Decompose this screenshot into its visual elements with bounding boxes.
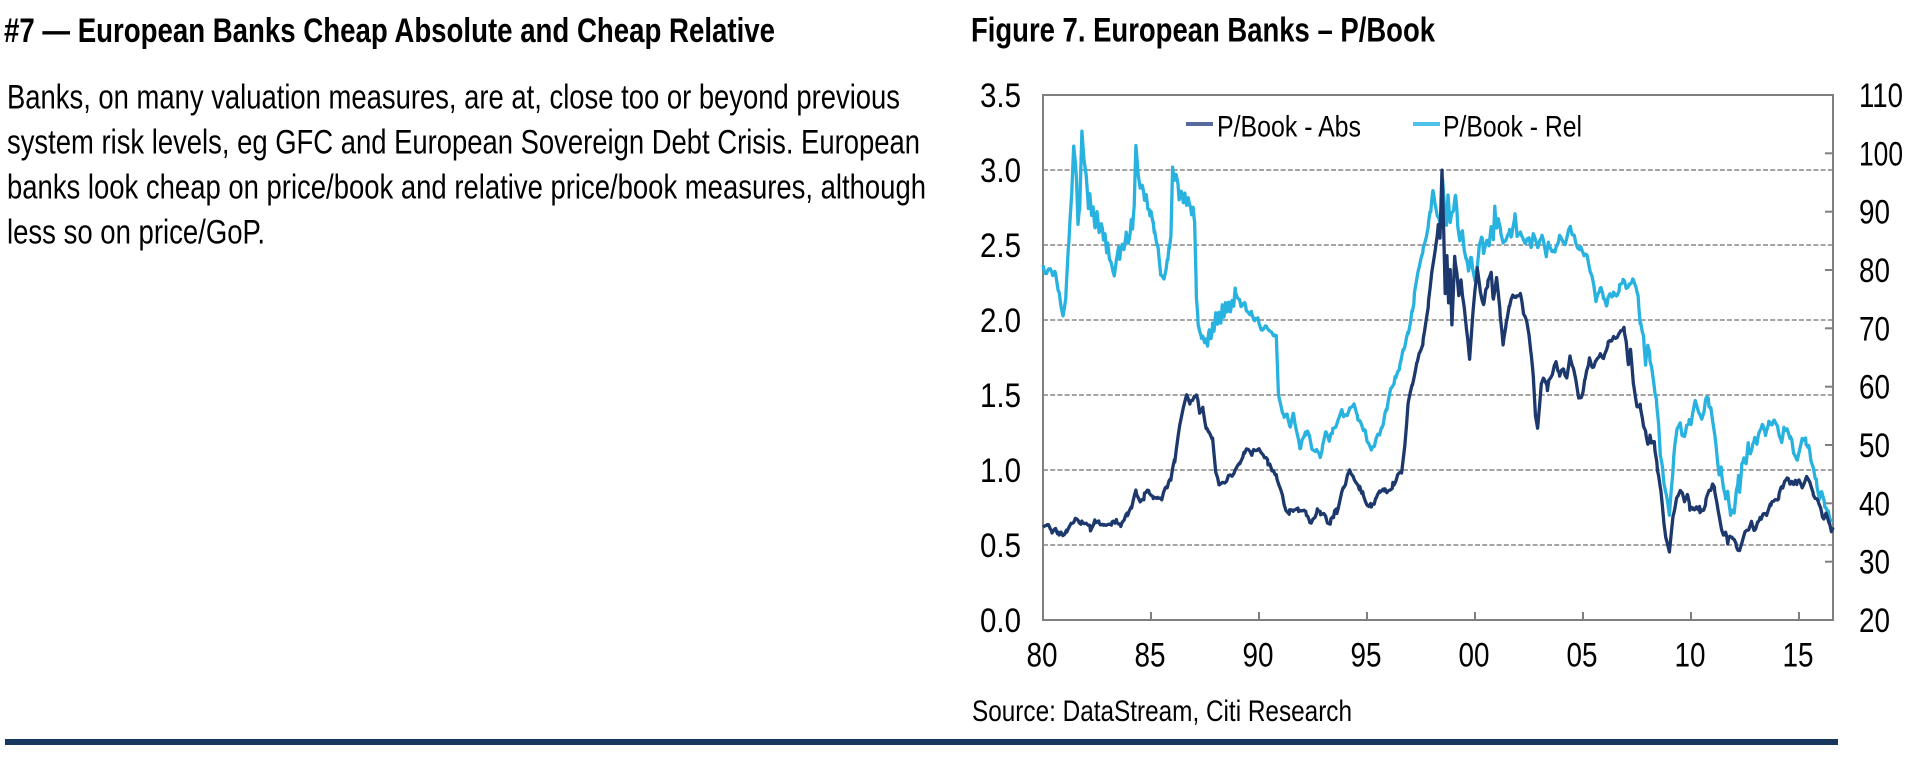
svg-text:P/Book - Rel: P/Book - Rel: [1443, 111, 1582, 144]
svg-text:less so on price/GoP.: less so on price/GoP.: [7, 214, 265, 252]
svg-text:system risk levels, eg GFC and: system risk levels, eg GFC and European …: [7, 124, 920, 162]
svg-text:1.0: 1.0: [980, 452, 1021, 490]
svg-text:Banks, on many valuation measu: Banks, on many valuation measures, are a…: [7, 79, 900, 117]
svg-text:3.5: 3.5: [980, 77, 1021, 115]
svg-text:3.0: 3.0: [980, 152, 1021, 190]
svg-text:80: 80: [1027, 637, 1058, 675]
svg-text:1.5: 1.5: [980, 377, 1021, 415]
svg-text:95: 95: [1351, 637, 1382, 675]
svg-text:40: 40: [1859, 485, 1890, 523]
svg-text:Figure 7. European Banks – P/B: Figure 7. European Banks – P/Book: [971, 12, 1435, 50]
svg-text:80: 80: [1859, 252, 1890, 290]
svg-text:90: 90: [1859, 194, 1890, 232]
svg-text:2.0: 2.0: [980, 302, 1021, 340]
svg-text:0.0: 0.0: [980, 602, 1021, 640]
svg-text:100: 100: [1859, 135, 1903, 173]
svg-text:05: 05: [1567, 637, 1598, 675]
svg-text:50: 50: [1859, 427, 1890, 465]
svg-text:70: 70: [1859, 310, 1890, 348]
svg-text:20: 20: [1859, 602, 1890, 640]
svg-text:0.5: 0.5: [980, 527, 1021, 565]
svg-text:85: 85: [1135, 637, 1166, 675]
svg-text:110: 110: [1859, 77, 1903, 115]
svg-text:Source: DataStream, Citi Resea: Source: DataStream, Citi Research: [972, 695, 1352, 728]
svg-text:00: 00: [1459, 637, 1490, 675]
svg-text:90: 90: [1243, 637, 1274, 675]
svg-text:#7 — European Banks Cheap Abso: #7 — European Banks Cheap Absolute and C…: [4, 12, 775, 50]
svg-text:30: 30: [1859, 544, 1890, 582]
svg-text:2.5: 2.5: [980, 227, 1021, 265]
svg-text:60: 60: [1859, 369, 1890, 407]
svg-text:banks look cheap on price/book: banks look cheap on price/book and relat…: [7, 169, 926, 207]
svg-text:15: 15: [1783, 637, 1814, 675]
svg-text:P/Book - Abs: P/Book - Abs: [1217, 111, 1361, 144]
svg-text:10: 10: [1675, 637, 1706, 675]
